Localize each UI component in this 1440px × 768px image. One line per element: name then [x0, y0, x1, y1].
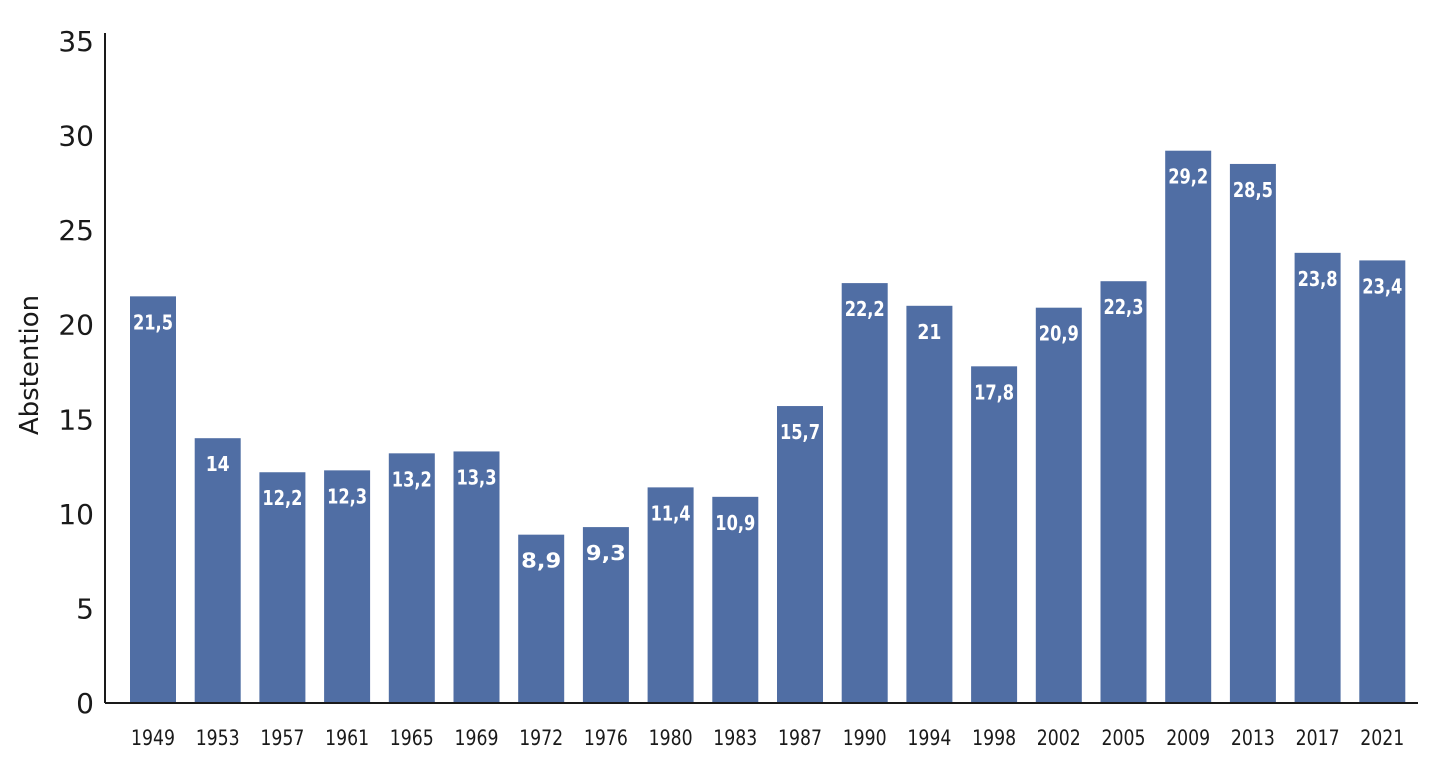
x-tick-label: 1990 — [843, 726, 887, 750]
data-label: 11,4 — [651, 501, 691, 525]
data-label: 12,2 — [262, 486, 302, 510]
x-tick-label: 1983 — [713, 726, 757, 750]
x-tick-label: 1949 — [131, 726, 175, 750]
data-label: 14 — [206, 452, 230, 476]
bar-1969 — [453, 451, 500, 703]
x-tick-label: 1994 — [907, 726, 951, 750]
bar-1965 — [388, 453, 435, 703]
bar-1949 — [130, 296, 176, 703]
bar-2013 — [1229, 163, 1276, 703]
bar-1961 — [324, 470, 371, 703]
bar-2005 — [1100, 281, 1147, 703]
data-label: 21,5 — [133, 310, 173, 334]
bar-1990 — [841, 283, 888, 703]
bar-2017 — [1294, 252, 1341, 703]
bar-1994 — [906, 305, 953, 703]
y-axis-label: Abstention — [15, 295, 45, 435]
x-tick-label: 1965 — [390, 726, 434, 750]
x-tick-label: 1953 — [196, 726, 240, 750]
data-label: 17,8 — [974, 380, 1014, 404]
data-label: 21 — [917, 320, 941, 344]
x-tick-label: 2002 — [1037, 726, 1081, 750]
x-tick-label: 2017 — [1296, 726, 1340, 750]
y-tick-label: 10 — [58, 498, 94, 531]
data-label: 29,2 — [1168, 165, 1208, 189]
data-label: 9,3 — [586, 541, 626, 565]
y-tick-label: 0 — [76, 687, 94, 720]
bar-1957 — [259, 472, 306, 703]
x-tick-label: 2021 — [1360, 726, 1404, 750]
x-tick-label: 1969 — [455, 726, 499, 750]
bar-1980 — [647, 487, 694, 703]
x-tick-label: 1987 — [778, 726, 822, 750]
bar-1953 — [194, 438, 241, 703]
x-tick-label: 1961 — [325, 726, 369, 750]
bar-1972 — [518, 534, 565, 703]
x-tick-label: 2013 — [1231, 726, 1275, 750]
data-label: 13,2 — [392, 467, 432, 491]
y-tick-label: 25 — [58, 214, 94, 247]
x-tick-label: 2009 — [1166, 726, 1210, 750]
x-tick-label: 1976 — [584, 726, 628, 750]
data-label: 13,3 — [457, 465, 497, 489]
y-tick-label: 35 — [58, 25, 94, 58]
data-label: 20,9 — [1039, 322, 1079, 346]
data-label: 23,4 — [1362, 274, 1402, 298]
y-tick-label: 30 — [58, 120, 94, 153]
x-tick-label: 2005 — [1102, 726, 1146, 750]
bar-2021 — [1359, 260, 1406, 703]
bar-1983 — [712, 496, 759, 703]
bar-2009 — [1165, 150, 1212, 703]
data-label: 8,9 — [521, 549, 561, 573]
x-tick-label: 1972 — [519, 726, 563, 750]
y-tick-label: 20 — [58, 309, 94, 342]
x-tick-label: 1957 — [260, 726, 304, 750]
data-label: 22,2 — [845, 297, 885, 321]
bar-1998 — [971, 366, 1018, 703]
bar-1976 — [582, 527, 629, 703]
data-label: 15,7 — [780, 420, 820, 444]
data-label: 23,8 — [1298, 267, 1338, 291]
y-tick-label: 5 — [76, 592, 94, 625]
x-tick-label: 1980 — [649, 726, 693, 750]
y-tick-label: 15 — [58, 403, 94, 436]
bar-1987 — [777, 406, 823, 703]
data-label: 22,3 — [1104, 295, 1144, 319]
data-label: 28,5 — [1233, 178, 1273, 202]
bar-2002 — [1035, 307, 1082, 703]
data-label: 12,3 — [327, 484, 367, 508]
x-tick-label: 1998 — [972, 726, 1016, 750]
data-label: 10,9 — [715, 511, 755, 535]
